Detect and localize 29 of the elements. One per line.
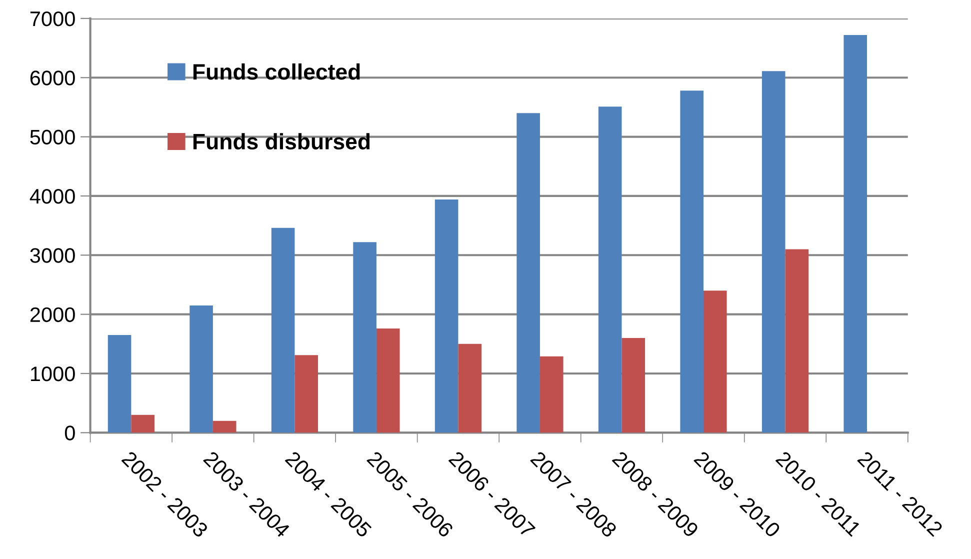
bar <box>680 90 704 433</box>
bar <box>458 344 482 433</box>
y-tick-label: 1000 <box>30 366 75 382</box>
y-tick-label: 0 <box>64 426 75 440</box>
bar <box>434 200 458 433</box>
bar <box>844 35 868 433</box>
bar <box>540 356 564 433</box>
bar <box>190 305 213 433</box>
y-tick-label: 2000 <box>30 307 75 322</box>
bar <box>785 249 809 433</box>
bar <box>212 420 236 433</box>
bar <box>271 228 295 433</box>
y-tick-label: 6000 <box>30 70 75 86</box>
bar <box>376 328 400 433</box>
y-tick-label: 5000 <box>30 130 75 145</box>
bar <box>762 71 786 433</box>
y-tick-label: 7000 <box>30 11 75 26</box>
bar <box>108 335 132 433</box>
bar <box>703 290 727 433</box>
bar <box>598 106 622 433</box>
bar <box>353 242 376 433</box>
y-tick-label: 3000 <box>30 248 75 263</box>
bar <box>516 113 540 433</box>
bar <box>294 355 318 433</box>
legend-label: Funds collected <box>193 63 360 80</box>
bar <box>131 414 154 433</box>
y-tick-label: 4000 <box>30 188 75 204</box>
legend-label: Funds disbursed <box>193 133 370 150</box>
bar <box>622 338 646 433</box>
